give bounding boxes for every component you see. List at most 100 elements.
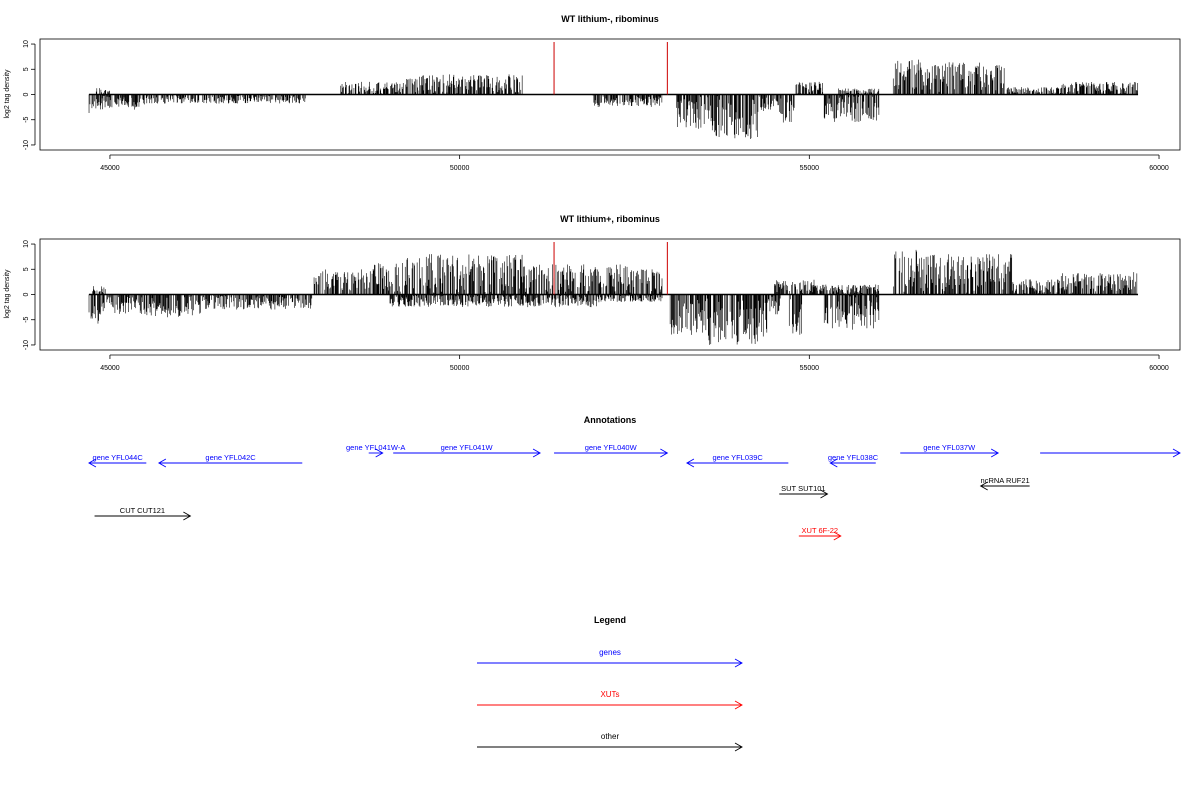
x-tick-label: 55000 bbox=[800, 365, 820, 372]
signal-segment bbox=[838, 88, 880, 95]
signal-segment bbox=[592, 94, 621, 108]
x-tick-label: 60000 bbox=[1149, 165, 1169, 172]
feature-arrowhead bbox=[833, 531, 842, 541]
signal-segment bbox=[622, 94, 663, 107]
x-tick-label: 50000 bbox=[450, 365, 470, 372]
legend-arrowhead bbox=[734, 700, 743, 710]
signal-segment bbox=[600, 294, 663, 302]
signal-segment bbox=[99, 88, 110, 95]
y-tick-label: 10 bbox=[23, 240, 30, 248]
signal-segment bbox=[760, 94, 782, 114]
feature-label: ncRNA RUF21 bbox=[981, 476, 1030, 485]
signal-segment bbox=[676, 94, 712, 129]
signal-segment bbox=[893, 249, 935, 295]
feature-sut-sut101: SUT SUT101 bbox=[779, 484, 829, 499]
signal-segment bbox=[809, 284, 880, 295]
signal-segment bbox=[1060, 81, 1139, 95]
feature-arrowhead bbox=[157, 458, 167, 468]
y-tick-label: 10 bbox=[23, 40, 30, 48]
feature-label: gene YFL041W bbox=[441, 443, 494, 452]
signal-segment bbox=[389, 294, 600, 308]
feature-cut-cut121: CUT CUT121 bbox=[94, 506, 192, 521]
marker-lines bbox=[553, 42, 668, 95]
signal-segment bbox=[892, 59, 929, 95]
signal-segment bbox=[823, 294, 880, 330]
legend-item-other: other bbox=[477, 732, 743, 752]
y-tick-label: -5 bbox=[23, 116, 30, 122]
y-tick-label: 0 bbox=[23, 292, 30, 296]
signal-segment bbox=[1006, 87, 1062, 95]
feature-gene-yfl039c: gene YFL039C bbox=[686, 453, 789, 468]
signal-segment bbox=[145, 94, 306, 104]
signal-segment bbox=[93, 94, 117, 110]
feature-list: gene YFL044C gene YFL042C gene YFL041W-A ge… bbox=[88, 443, 1181, 541]
signal-segment bbox=[928, 62, 1005, 95]
x-tick-label: 50000 bbox=[450, 165, 470, 172]
y-tick-label: -5 bbox=[23, 316, 30, 322]
feature-gene-yfl042c: gene YFL042C bbox=[157, 453, 303, 468]
y-tick-label: 0 bbox=[23, 92, 30, 96]
legend-item-xuts: XUTs bbox=[477, 690, 743, 710]
feature-label: gene YFL041W-A bbox=[346, 443, 405, 452]
signal-segment bbox=[134, 94, 145, 110]
signal-segment bbox=[102, 294, 145, 314]
panel-title: WT lithium+, ribominus bbox=[560, 214, 660, 224]
signal-bars bbox=[88, 59, 1139, 140]
signal-segment bbox=[200, 294, 313, 310]
signal-segment bbox=[116, 94, 135, 108]
feature-arrowhead bbox=[532, 448, 541, 458]
feature-label: gene YFL037W bbox=[923, 443, 976, 452]
feature-unlabeled bbox=[1040, 448, 1181, 458]
legend-items: genes XUTs other bbox=[477, 648, 743, 752]
legend-title: Legend bbox=[594, 615, 626, 625]
feature-gene-yfl040w: gene YFL040W bbox=[554, 443, 669, 458]
signal-segment bbox=[795, 81, 824, 95]
signal-segment bbox=[95, 88, 98, 95]
signal-segment bbox=[627, 269, 663, 295]
signal-segment bbox=[1012, 279, 1061, 295]
legend-label: other bbox=[601, 732, 620, 741]
feature-label: gene YFL042C bbox=[205, 453, 256, 462]
legend-label: XUTs bbox=[600, 690, 619, 699]
signal-segment bbox=[313, 269, 368, 295]
signal-bars bbox=[88, 249, 1139, 345]
signal-segment bbox=[405, 74, 523, 95]
y-tick-label: 5 bbox=[23, 67, 30, 71]
signal-segment bbox=[935, 254, 1013, 295]
y-axis: 10 5 0 -5 -10 bbox=[23, 40, 36, 150]
feature-arrowhead bbox=[88, 458, 97, 468]
feature-gene-yfl038c: gene YFL038C bbox=[828, 453, 879, 468]
feature-label: gene YFL039C bbox=[712, 453, 763, 462]
y-axis-label: log2 tag density bbox=[4, 69, 11, 119]
signal-segment bbox=[88, 94, 91, 114]
feature-gene-yfl041w-a: gene YFL041W-A bbox=[346, 443, 405, 458]
signal-segment bbox=[1060, 272, 1138, 295]
feature-arrowhead bbox=[375, 448, 384, 458]
feature-label: SUT SUT101 bbox=[781, 484, 825, 493]
legend-arrowhead bbox=[734, 742, 743, 752]
legend-arrowhead bbox=[734, 658, 743, 668]
plot-frame bbox=[39, 38, 1181, 151]
feature-arrowhead bbox=[183, 511, 192, 521]
feature-gene-yfl041w: gene YFL041W bbox=[393, 443, 541, 458]
signal-segment bbox=[522, 264, 628, 295]
signal-segment bbox=[788, 294, 803, 335]
feature-gene-yfl037w: gene YFL037W bbox=[900, 443, 1000, 458]
signal-segment bbox=[340, 81, 404, 95]
signal-segment bbox=[368, 263, 403, 295]
marker-lines bbox=[553, 242, 668, 295]
y-axis-label: log2 tag density bbox=[4, 269, 11, 319]
legend: Legend genes XUTs other bbox=[477, 615, 743, 752]
feature-label: gene YFL040W bbox=[585, 443, 638, 452]
signal-segment bbox=[767, 294, 781, 315]
legend-item-genes: genes bbox=[477, 648, 743, 668]
feature-arrowhead bbox=[829, 458, 838, 468]
feature-arrowhead bbox=[660, 448, 669, 458]
feature-arrowhead bbox=[1172, 448, 1181, 458]
feature-label: CUT CUT121 bbox=[120, 506, 165, 515]
feature-arrowhead bbox=[820, 489, 829, 499]
panel-title: WT lithium-, ribominus bbox=[561, 14, 659, 24]
track-panel-lithium-plus: WT lithium+, ribominus log2 tag density … bbox=[4, 214, 1181, 372]
x-tick-label: 45000 bbox=[100, 165, 120, 172]
